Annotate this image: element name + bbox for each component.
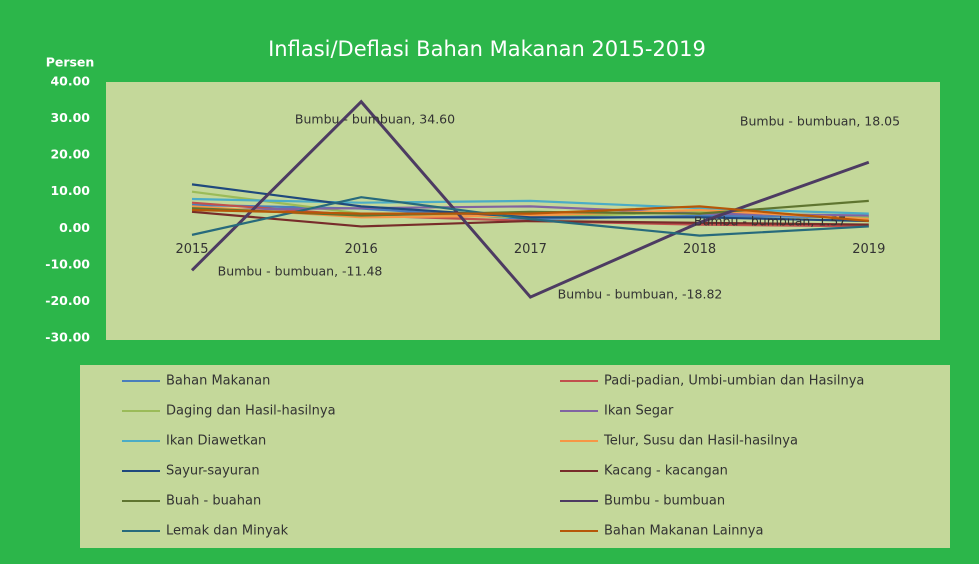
y-tick-label: -30.00 xyxy=(45,330,90,345)
legend-label: Bahan Makanan Lainnya xyxy=(604,524,763,539)
x-tick-label: 2019 xyxy=(852,242,885,257)
data-label: Bumbu - bumbuan, 1.57 xyxy=(694,214,846,229)
legend-box xyxy=(80,365,950,548)
legend-label: Bumbu - bumbuan xyxy=(604,494,725,509)
y-tick-label: -20.00 xyxy=(45,293,90,308)
legend-label: Telur, Susu dan Hasil-hasilnya xyxy=(603,434,798,449)
data-label: Bumbu - bumbuan, -18.82 xyxy=(558,287,723,302)
x-tick-label: 2016 xyxy=(345,242,378,257)
x-tick-label: 2018 xyxy=(683,242,716,257)
y-tick-label: 10.00 xyxy=(50,183,90,198)
legend-label: Buah - buahan xyxy=(166,494,261,509)
y-tick-label: 20.00 xyxy=(50,147,90,162)
series-line xyxy=(191,210,869,228)
legend-label: Ikan Diawetkan xyxy=(166,434,266,449)
legend-label: Daging dan Hasil-hasilnya xyxy=(166,404,336,419)
legend-label: Sayur-sayuran xyxy=(166,464,260,479)
data-label: Bumbu - bumbuan, -11.48 xyxy=(218,264,383,279)
data-label: Bumbu - bumbuan, 34.60 xyxy=(295,112,455,127)
y-tick-label: 30.00 xyxy=(50,110,90,125)
series-line xyxy=(191,196,869,237)
chart-title: Inflasi/Deflasi Bahan Makanan 2015-2019 xyxy=(268,37,706,61)
legend-label: Padi-padian, Umbi-umbian dan Hasilnya xyxy=(604,374,864,389)
x-tick-label: 2017 xyxy=(514,242,547,257)
y-tick-label: 0.00 xyxy=(59,220,90,235)
legend-label: Kacang - kacangan xyxy=(604,464,728,479)
legend-label: Bahan Makanan xyxy=(166,374,270,389)
series-line xyxy=(190,99,870,299)
data-label: Bumbu - bumbuan, 18.05 xyxy=(740,114,900,129)
series-line xyxy=(191,183,869,223)
y-tick-label: 40.00 xyxy=(50,74,90,89)
y-tick-label: -10.00 xyxy=(45,256,90,271)
legend-label: Ikan Segar xyxy=(604,404,674,419)
series-line xyxy=(191,205,869,223)
legend-label: Lemak dan Minyak xyxy=(166,524,289,539)
y-axis-label: Persen xyxy=(46,55,95,70)
x-tick-label: 2015 xyxy=(175,242,208,257)
